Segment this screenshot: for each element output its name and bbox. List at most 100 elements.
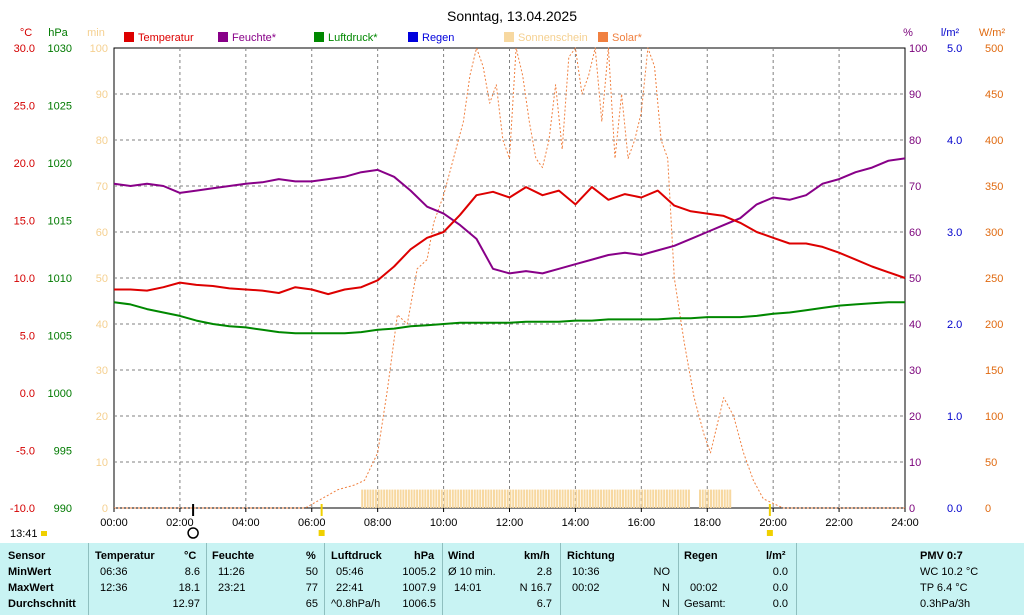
axis-tick-temp: 0.0 (20, 388, 35, 400)
pressure-min-time: 05:46 (336, 566, 364, 578)
sunshine-bar (481, 489, 484, 508)
sunshine-bar (416, 489, 419, 508)
axis-tick-min: 10 (96, 457, 108, 469)
sunshine-bar (363, 489, 366, 508)
sunshine-bar (449, 489, 452, 508)
sunshine-bar (627, 489, 630, 508)
axis-tick-pct: 80 (909, 135, 921, 147)
legend-swatch (504, 32, 514, 42)
table-header-humidity: Feuchte (212, 550, 255, 562)
x-tick-label: 16:00 (628, 517, 656, 529)
sunshine-bar (619, 489, 622, 508)
sunshine-bar (608, 489, 611, 508)
sunshine-bar (503, 489, 506, 508)
sunshine-bar (374, 489, 377, 508)
series-line-temperatur (114, 186, 906, 296)
sunshine-bar (490, 489, 493, 508)
x-tick-label: 24:00 (891, 517, 919, 529)
axis-tick-min: 30 (96, 365, 108, 377)
time-label-indicator (41, 531, 47, 536)
sunshine-bar (616, 489, 619, 508)
sunshine-bar (534, 489, 537, 508)
legend-label: Feuchte* (232, 32, 277, 44)
table-header-pressure: Luftdruck (331, 550, 382, 562)
sunshine-bar (385, 489, 388, 508)
sunshine-bar (427, 489, 430, 508)
temperature-min-time: 06:36 (100, 566, 128, 578)
legend-label: Solar* (612, 32, 643, 44)
sunshine-bar (729, 489, 732, 508)
sunshine-bar (630, 489, 633, 508)
pressure-max-value: 1007.9 (402, 582, 436, 594)
sunshine-bar (605, 489, 608, 508)
sunshine-bar (432, 489, 435, 508)
axis-tick-min: 20 (96, 411, 108, 423)
sunshine-bar (704, 489, 707, 508)
sunshine-bar (600, 489, 603, 508)
sunshine-bar (479, 489, 482, 508)
x-tick-label: 06:00 (298, 517, 326, 529)
direction-max-value: N (662, 582, 670, 594)
series-lines (113, 47, 906, 509)
sunshine-bar (586, 489, 589, 508)
time-label: 13:41 (10, 528, 38, 540)
sunshine-bar (671, 489, 674, 508)
table-header-wind: Wind (448, 550, 475, 562)
sunshine-bar (654, 489, 657, 508)
humidity-min-time: 11:26 (218, 566, 245, 578)
time-markers (187, 504, 773, 539)
legend-swatch (408, 32, 418, 42)
axis-tick-hpa: 1010 (48, 273, 72, 285)
sunshine-bar (676, 489, 679, 508)
axis-tick-pct: 100 (909, 43, 927, 55)
axis-tick-temp: 5.0 (20, 331, 35, 343)
sunshine-bar (701, 489, 704, 508)
sunshine-bar (383, 489, 386, 508)
pressure-max-time: 22:41 (336, 582, 364, 594)
sunshine-bar (679, 489, 682, 508)
sunshine-bar (361, 489, 364, 508)
sunshine-bar (668, 489, 671, 508)
axis-unit-temp: °C (20, 27, 32, 39)
axis-tick-solar: 250 (985, 273, 1003, 285)
axis-tick-solar: 50 (985, 457, 997, 469)
legend-swatch (598, 32, 608, 42)
sunshine-bar (687, 489, 690, 508)
sunshine-bar (632, 489, 635, 508)
axis-unit-solar: W/m² (979, 27, 1006, 39)
sunshine-bar (402, 489, 405, 508)
sunshine-bar (638, 489, 641, 508)
x-tick-label: 20:00 (759, 517, 787, 529)
legend-label: Regen (422, 32, 454, 44)
grid-lines (114, 48, 905, 508)
sunshine-bar (394, 489, 397, 508)
sunshine-bar (372, 489, 375, 508)
axis-tick-rain: 2.0 (947, 319, 962, 331)
sunshine-bar (726, 489, 729, 508)
axis-tick-hpa: 995 (54, 446, 72, 458)
time-marker-square (766, 530, 773, 536)
sunshine-bar (539, 489, 542, 508)
sunshine-bar (602, 489, 605, 508)
sunshine-bar (410, 489, 413, 508)
table-header-direction: Richtung (567, 550, 615, 562)
sunshine-bar (514, 489, 517, 508)
table-header-rain: Regen (684, 550, 718, 562)
row-label-min: MinWert (8, 566, 52, 578)
sunshine-bar (569, 489, 572, 508)
legend-swatch (124, 32, 134, 42)
sunshine-bar (446, 489, 449, 508)
wind-avg: 6.7 (536, 598, 552, 610)
sunshine-bar (438, 489, 441, 508)
axis-unit-labels: °C hPa min% l/m² W/m² (20, 27, 1006, 39)
sunshine-bar (622, 489, 625, 508)
axis-tick-hpa: 1005 (48, 331, 72, 343)
wind-avg-label: Ø 10 min. (448, 566, 496, 578)
axis-tick-min: 60 (96, 227, 108, 239)
sunshine-bar (369, 489, 372, 508)
sunshine-bar (487, 489, 490, 508)
axis-tick-min: 50 (96, 273, 108, 285)
pressure-trend: ^0.8hPa/h (331, 598, 381, 610)
sunshine-bar (451, 489, 454, 508)
sunshine-bar (542, 489, 545, 508)
